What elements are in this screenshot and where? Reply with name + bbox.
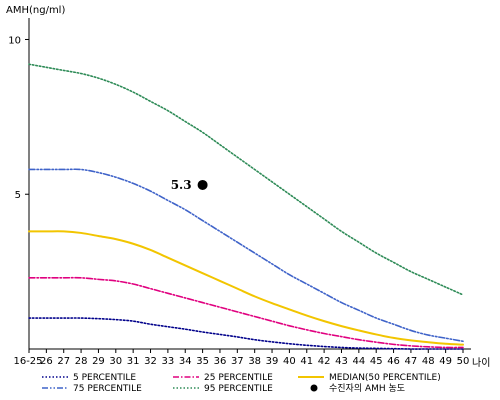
series-line-p25	[28, 276, 464, 349]
x-tick-label: 39	[266, 356, 279, 367]
x-tick-label: 40	[283, 356, 296, 367]
x-tick-label: 43	[335, 356, 348, 367]
x-tick-label: 34	[179, 356, 192, 367]
x-tick-label: 33	[162, 356, 175, 367]
legend-label-p5: 5 PERCENTILE	[73, 373, 136, 383]
legend-label-p50: MEDIAN(50 PERCENTILE)	[329, 373, 441, 383]
x-tick-label: 46	[387, 356, 400, 367]
x-tick-label: 47	[405, 356, 418, 367]
x-tick-label: 31	[127, 356, 140, 367]
legend-label-p75: 75 PERCENTILE	[73, 384, 142, 394]
legend-label-p95: 95 PERCENTILE	[204, 384, 273, 394]
patient-amh-value-label: 5.3	[171, 178, 192, 192]
series-line-p5	[28, 317, 464, 350]
patient-amh-point	[197, 179, 208, 190]
legend-label-patient-point: 수진자의 AMH 농도	[329, 383, 405, 394]
x-tick-label: 28	[75, 356, 88, 367]
x-tick-label: 32	[144, 356, 157, 367]
series-line-p75	[28, 168, 464, 343]
x-tick-label: 49	[439, 356, 452, 367]
series-lines	[28, 63, 464, 350]
x-tick-label: 36	[214, 356, 227, 367]
y-tick-label: 5	[15, 190, 21, 201]
legend: 5 PERCENTILE 25 PERCENTILE MEDIAN(50 PERCE…	[42, 373, 441, 394]
x-tick-label: 29	[92, 356, 105, 367]
x-tick-label: 35	[196, 356, 209, 367]
x-tick-label: 41	[300, 356, 313, 367]
x-tick-label: 42	[318, 356, 331, 367]
x-tick-label: 48	[422, 356, 435, 367]
x-tick-label: 30	[109, 356, 122, 367]
legend-label-p25: 25 PERCENTILE	[204, 373, 273, 383]
x-tick-label: 38	[248, 356, 261, 367]
x-tick-label: 37	[231, 356, 244, 367]
x-tick-label: 16-25	[13, 356, 42, 367]
y-axis-title: AMH(ng/ml)	[6, 5, 65, 16]
x-tick-label: 50	[457, 356, 470, 367]
data-points: 5.3	[171, 178, 208, 192]
x-tick-label: 44	[352, 356, 365, 367]
x-tick-label: 45	[370, 356, 383, 367]
x-axis-title: 나이	[472, 357, 490, 369]
x-tick-label: 27	[57, 356, 70, 367]
y-tick-label: 10	[8, 35, 21, 46]
x-tick-label: 26	[40, 356, 53, 367]
series-line-p95	[28, 63, 464, 296]
series-line-p50	[28, 230, 464, 346]
legend-swatch-patient-point	[310, 384, 318, 392]
